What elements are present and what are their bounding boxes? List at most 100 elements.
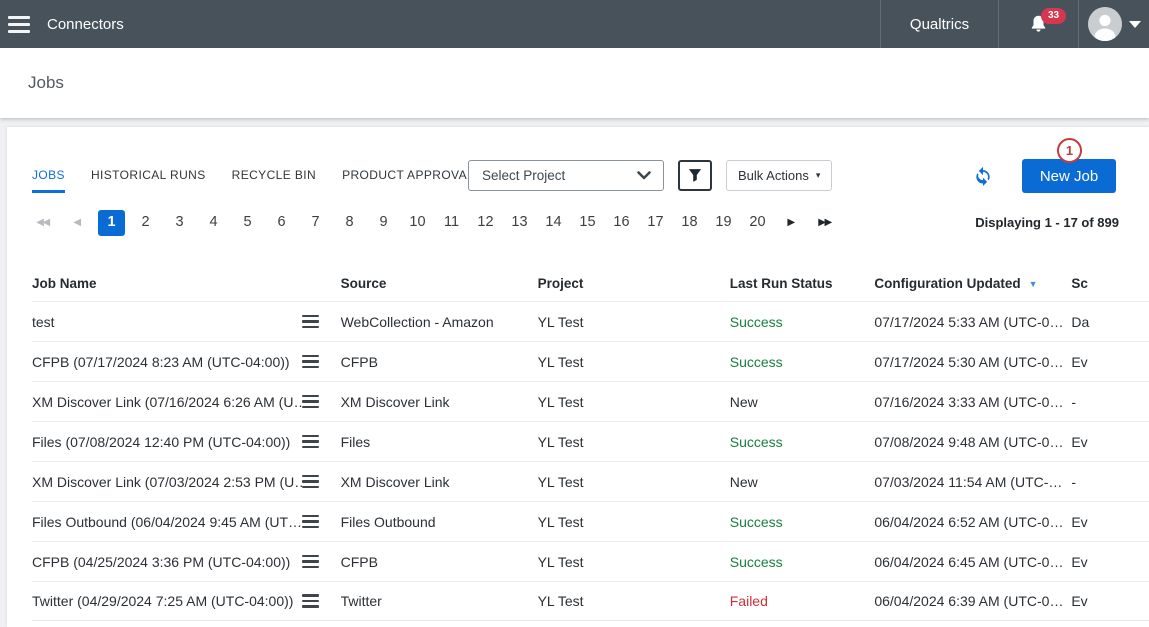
- table-row[interactable]: XM Discover Link (07/03/2024 2:53 PM (U……: [32, 461, 1149, 501]
- project-cell: YL Test: [538, 593, 730, 609]
- table-row[interactable]: Files Outbound (06/04/2024 9:45 AM (UT… …: [32, 501, 1149, 541]
- source-cell: CFPB: [341, 554, 538, 570]
- header-source[interactable]: Source: [341, 276, 538, 291]
- page-button-10[interactable]: 10: [404, 210, 431, 235]
- page-button-4[interactable]: 4: [200, 210, 227, 235]
- page-button-20[interactable]: 20: [744, 210, 771, 235]
- refresh-icon: [973, 166, 993, 186]
- table-row[interactable]: CFPB (07/17/2024 8:23 AM (UTC-04:00)) CF…: [32, 341, 1149, 381]
- page-button-14[interactable]: 14: [540, 210, 567, 235]
- source-cell: WebCollection - Amazon: [341, 314, 538, 330]
- project-cell: YL Test: [538, 394, 730, 410]
- schedule-cell: Ev: [1071, 554, 1149, 570]
- tab-historical-runs[interactable]: HISTORICAL RUNS: [91, 168, 206, 193]
- header-last-run-status[interactable]: Last Run Status: [730, 276, 875, 291]
- job-name-cell: XM Discover Link (07/03/2024 2:53 PM (U…: [32, 474, 302, 490]
- status-cell: Failed: [730, 593, 875, 609]
- page-button-12[interactable]: 12: [472, 210, 499, 235]
- page-button-9[interactable]: 9: [370, 210, 397, 235]
- header-schedule[interactable]: Sc: [1071, 276, 1149, 291]
- brand-menu[interactable]: Qualtrics: [880, 0, 998, 48]
- row-menu-icon[interactable]: [302, 435, 319, 449]
- filter-button[interactable]: [678, 160, 712, 191]
- page-button-6[interactable]: 6: [268, 210, 295, 235]
- updated-cell: 06/04/2024 6:39 AM (UTC-0…: [874, 593, 1071, 609]
- job-name-cell: Twitter (04/29/2024 7:25 AM (UTC-04:00)): [32, 593, 302, 609]
- hamburger-menu-icon[interactable]: [8, 16, 30, 33]
- row-menu-icon[interactable]: [302, 315, 319, 329]
- notification-badge: 33: [1041, 8, 1066, 24]
- last-page-button[interactable]: ▶▶: [812, 213, 839, 233]
- row-menu-icon[interactable]: [302, 515, 319, 529]
- source-cell: XM Discover Link: [341, 394, 538, 410]
- first-page-button[interactable]: ◀◀: [30, 213, 57, 233]
- row-menu-icon[interactable]: [302, 475, 319, 489]
- page-button-11[interactable]: 11: [438, 210, 465, 235]
- refresh-button[interactable]: [973, 166, 993, 186]
- schedule-cell: Ev: [1071, 514, 1149, 530]
- page-button-7[interactable]: 7: [302, 210, 329, 235]
- status-cell: Success: [730, 434, 875, 450]
- project-cell: YL Test: [538, 514, 730, 530]
- page-button-17[interactable]: 17: [642, 210, 669, 235]
- page-button-18[interactable]: 18: [676, 210, 703, 235]
- table-body: test WebCollection - Amazon YL Test Succ…: [32, 301, 1149, 621]
- table-row[interactable]: test WebCollection - Amazon YL Test Succ…: [32, 301, 1149, 341]
- page-button-2[interactable]: 2: [132, 210, 159, 235]
- header-configuration-updated-label: Configuration Updated: [874, 276, 1020, 291]
- funnel-icon: [687, 168, 703, 183]
- status-cell: New: [730, 474, 875, 490]
- project-cell: YL Test: [538, 434, 730, 450]
- page-button-16[interactable]: 16: [608, 210, 635, 235]
- pagination: ◀◀ ◀ 1 2 3 4 5 6 7 8 9 10 11 12 13 14 15…: [30, 209, 846, 237]
- notifications-button[interactable]: 33: [998, 0, 1078, 48]
- row-menu-icon[interactable]: [302, 555, 319, 569]
- tab-product-approval[interactable]: PRODUCT APPROVAL: [342, 168, 474, 193]
- table-row[interactable]: Files (07/08/2024 12:40 PM (UTC-04:00)) …: [32, 421, 1149, 461]
- row-menu-icon[interactable]: [302, 594, 319, 608]
- table-row[interactable]: XM Discover Link (07/16/2024 6:26 AM (U……: [32, 381, 1149, 421]
- header-job-name[interactable]: Job Name: [32, 276, 302, 291]
- project-cell: YL Test: [538, 474, 730, 490]
- table-row[interactable]: CFPB (04/25/2024 3:36 PM (UTC-04:00)) CF…: [32, 541, 1149, 581]
- page-button-13[interactable]: 13: [506, 210, 533, 235]
- next-page-button[interactable]: ▶: [778, 213, 805, 233]
- app-title: Connectors: [47, 16, 124, 33]
- chevron-down-icon: [637, 171, 651, 180]
- job-name-cell: test: [32, 314, 302, 330]
- project-cell: YL Test: [538, 354, 730, 370]
- page-button-1[interactable]: 1: [98, 210, 125, 235]
- header-project[interactable]: Project: [538, 276, 730, 291]
- source-cell: Files: [341, 434, 538, 450]
- project-select[interactable]: Select Project: [468, 160, 664, 191]
- updated-cell: 07/17/2024 5:33 AM (UTC-0…: [874, 314, 1071, 330]
- status-cell: New: [730, 394, 875, 410]
- status-cell: Success: [730, 314, 875, 330]
- updated-cell: 07/16/2024 3:33 AM (UTC-0…: [874, 394, 1071, 410]
- brand-label: Qualtrics: [910, 16, 969, 33]
- topbar-left: Connectors: [0, 0, 124, 48]
- page-button-15[interactable]: 15: [574, 210, 601, 235]
- tab-bar: JOBS HISTORICAL RUNS RECYCLE BIN PRODUCT…: [32, 168, 474, 193]
- page-button-5[interactable]: 5: [234, 210, 261, 235]
- tab-jobs[interactable]: JOBS: [32, 168, 65, 193]
- prev-page-button[interactable]: ◀: [64, 213, 91, 233]
- project-select-value: Select Project: [482, 168, 565, 183]
- tab-recycle-bin[interactable]: RECYCLE BIN: [232, 168, 316, 193]
- table-row[interactable]: Twitter (04/29/2024 7:25 AM (UTC-04:00))…: [32, 581, 1149, 621]
- bulk-actions-button[interactable]: Bulk Actions ▾: [726, 160, 832, 191]
- account-menu[interactable]: [1078, 0, 1149, 48]
- bulk-actions-label: Bulk Actions: [738, 168, 809, 183]
- page-button-19[interactable]: 19: [710, 210, 737, 235]
- header-configuration-updated[interactable]: Configuration Updated▼: [874, 276, 1071, 291]
- project-cell: YL Test: [538, 554, 730, 570]
- page-header: Jobs: [0, 48, 1149, 118]
- new-job-button[interactable]: New Job: [1022, 159, 1116, 193]
- row-menu-icon[interactable]: [302, 395, 319, 409]
- chevron-down-icon: [1129, 21, 1141, 28]
- row-menu-icon[interactable]: [302, 355, 319, 369]
- page-button-3[interactable]: 3: [166, 210, 193, 235]
- schedule-cell: Da: [1071, 314, 1149, 330]
- schedule-cell: -: [1071, 474, 1149, 490]
- page-button-8[interactable]: 8: [336, 210, 363, 235]
